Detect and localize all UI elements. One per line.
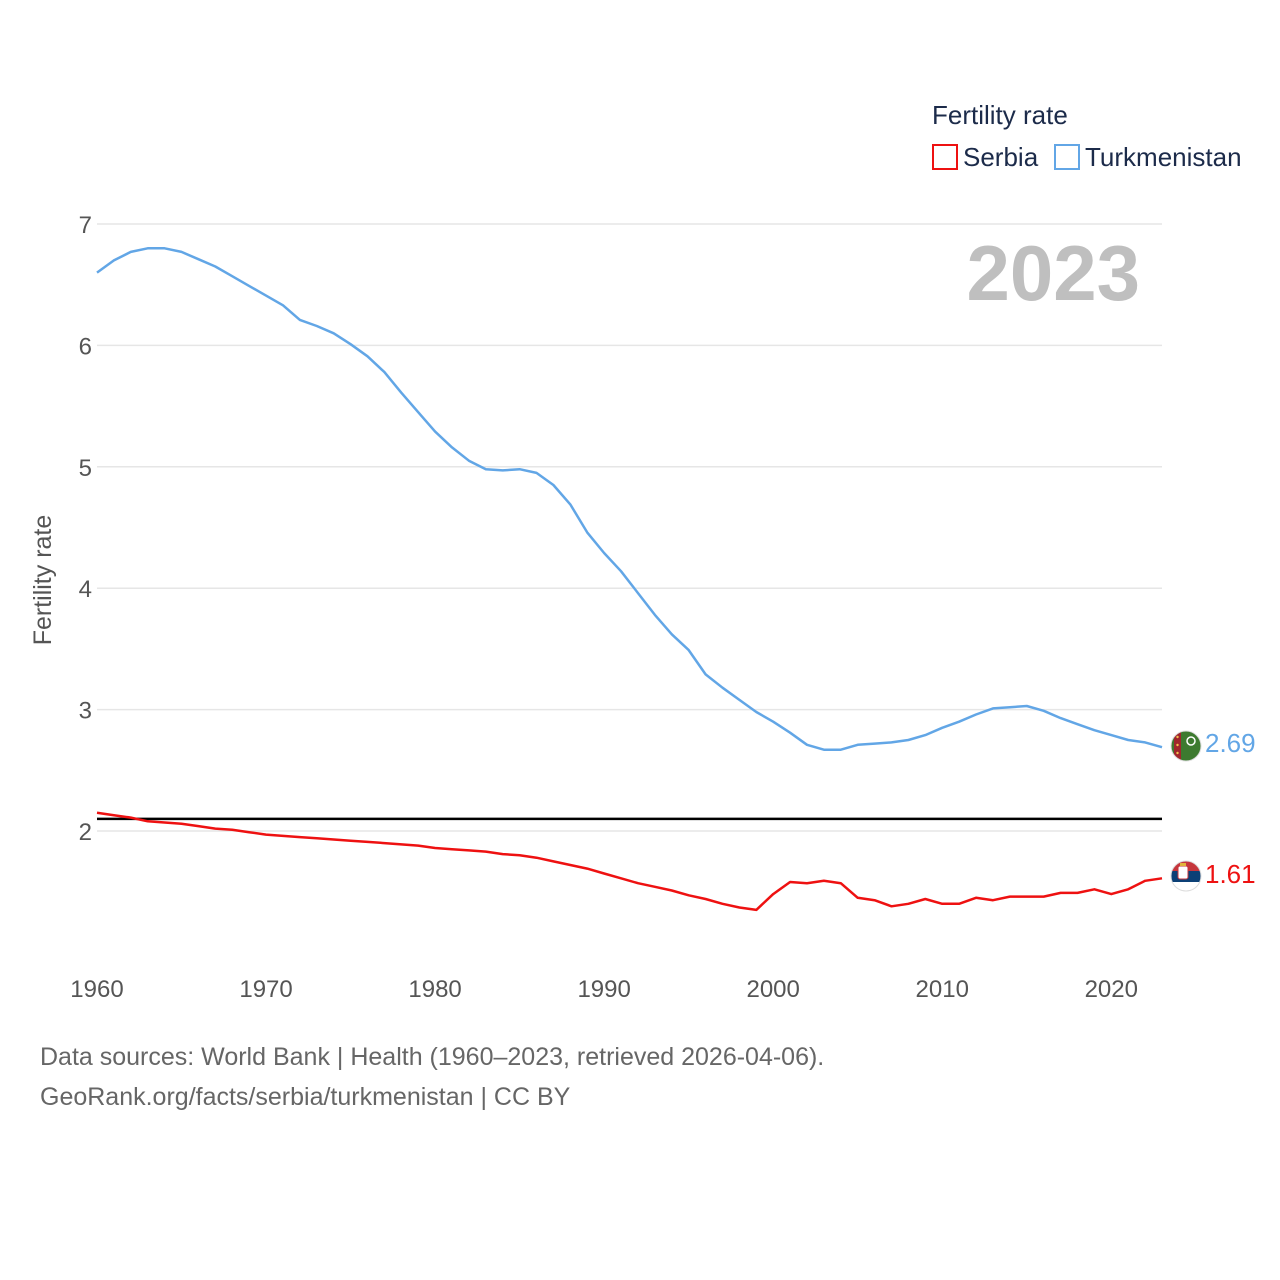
- grid: [97, 223, 1162, 832]
- end-label-serbia: 1.61: [1205, 859, 1256, 889]
- x-tick-label: 2010: [916, 976, 969, 1003]
- x-axis: 1960 1970 1980 1990 2000 2010 2020: [70, 976, 1138, 1003]
- legend-title: Fertility rate: [932, 100, 1068, 130]
- serbia-flag-border: [1170, 860, 1202, 892]
- turkmenistan-flag-icon: [1171, 731, 1201, 761]
- x-tick-label: 1960: [70, 976, 123, 1003]
- y-tick-label: 4: [79, 576, 92, 603]
- x-tick-label: 1990: [577, 976, 630, 1003]
- serbia-flag-icon: [1171, 861, 1201, 891]
- y-tick-label: 7: [79, 212, 92, 239]
- y-tick-label: 6: [79, 333, 92, 360]
- footer-source: Data sources: World Bank | Health (1960–…: [40, 1043, 825, 1071]
- chart: 2 3 4 5 6 7 1960 1970 1980 1990 2000 2010 2020 Fert…: [29, 100, 1256, 1003]
- y-axis-label: Fertility rate: [29, 515, 57, 646]
- series-line-serbia[interactable]: [96, 811, 1163, 912]
- year-label: 2023: [966, 229, 1140, 317]
- end-label-turkmenistan: 2.69: [1205, 728, 1256, 758]
- y-tick-label: 5: [79, 455, 92, 482]
- x-tick-label: 1970: [239, 976, 292, 1003]
- footer-credit: GeoRank.org/facts/serbia/turkmenistan | …: [40, 1083, 571, 1111]
- y-tick-label: 2: [79, 819, 92, 846]
- series-line-turkmenistan[interactable]: [96, 247, 1163, 751]
- legend-label-turkmenistan[interactable]: Turkmenistan: [1085, 142, 1242, 172]
- y-axis: 2 3 4 5 6 7: [79, 212, 92, 846]
- x-tick-label: 2000: [746, 976, 799, 1003]
- turkmenistan-flag-border: [1170, 730, 1202, 762]
- series-layer: [96, 247, 1163, 912]
- legend[interactable]: Fertility rate Serbia Turkmenistan: [932, 100, 1242, 172]
- x-tick-label: 1980: [408, 976, 461, 1003]
- legend-label-serbia[interactable]: Serbia: [963, 142, 1039, 172]
- x-tick-label: 2020: [1085, 976, 1138, 1003]
- legend-swatch-turkmenistan[interactable]: [1054, 144, 1080, 170]
- y-tick-label: 3: [79, 698, 92, 725]
- legend-swatch-serbia[interactable]: [932, 144, 958, 170]
